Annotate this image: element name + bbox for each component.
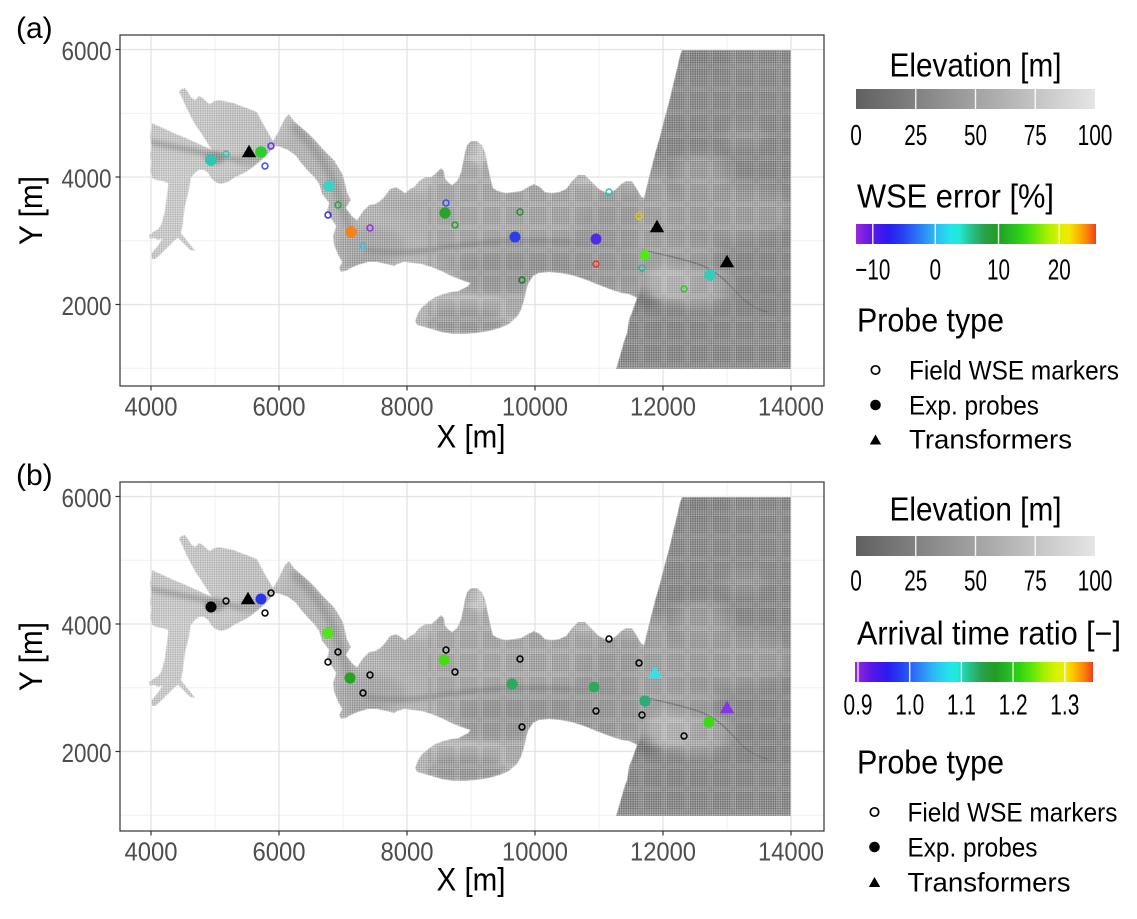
- svg-text:1.3: 1.3: [1050, 690, 1079, 722]
- svg-text:0.9: 0.9: [844, 690, 873, 722]
- svg-text:−10: −10: [855, 255, 890, 287]
- svg-text:Field WSE markers: Field WSE markers: [909, 355, 1119, 385]
- svg-text:(b): (b): [16, 459, 53, 492]
- svg-text:50: 50: [964, 120, 987, 152]
- svg-text:50: 50: [964, 566, 987, 598]
- svg-text:Exp. probes: Exp. probes: [908, 832, 1038, 862]
- svg-text:14000: 14000: [758, 837, 824, 867]
- svg-text:14000: 14000: [758, 392, 824, 422]
- svg-text:0: 0: [930, 255, 942, 287]
- svg-text:Exp. probes: Exp. probes: [909, 390, 1039, 420]
- svg-text:75: 75: [1024, 566, 1047, 598]
- svg-text:25: 25: [904, 120, 927, 152]
- svg-text:4000: 4000: [125, 837, 178, 867]
- svg-text:4000: 4000: [125, 392, 178, 422]
- svg-text:Elevation [m]: Elevation [m]: [890, 491, 1062, 528]
- svg-text:X [m]: X [m]: [437, 862, 506, 898]
- svg-text:10: 10: [987, 255, 1010, 287]
- svg-text:6000: 6000: [62, 36, 112, 66]
- svg-text:0: 0: [850, 120, 862, 152]
- svg-text:Transformers: Transformers: [908, 867, 1071, 897]
- svg-text:1.0: 1.0: [895, 690, 924, 722]
- svg-text:12000: 12000: [630, 837, 696, 867]
- svg-text:100: 100: [1078, 566, 1113, 598]
- svg-text:0: 0: [850, 566, 862, 598]
- svg-text:4000: 4000: [62, 610, 112, 640]
- svg-text:(a): (a): [16, 12, 53, 45]
- svg-text:8000: 8000: [381, 837, 434, 867]
- svg-text:Elevation [m]: Elevation [m]: [890, 47, 1062, 84]
- svg-text:6000: 6000: [62, 483, 112, 513]
- svg-text:Probe type: Probe type: [857, 302, 1004, 339]
- svg-text:WSE error [%]: WSE error [%]: [857, 178, 1054, 215]
- svg-text:8000: 8000: [381, 392, 434, 422]
- svg-text:2000: 2000: [62, 738, 112, 768]
- svg-text:Probe type: Probe type: [857, 744, 1004, 781]
- svg-text:Transformers: Transformers: [909, 424, 1072, 454]
- svg-text:Y [m]: Y [m]: [13, 176, 49, 245]
- svg-text:100: 100: [1078, 120, 1113, 152]
- svg-text:1.1: 1.1: [947, 690, 976, 722]
- svg-text:75: 75: [1024, 120, 1047, 152]
- svg-text:6000: 6000: [253, 837, 306, 867]
- svg-text:10000: 10000: [502, 392, 568, 422]
- svg-text:Field WSE markers: Field WSE markers: [908, 797, 1118, 827]
- svg-text:X [m]: X [m]: [437, 419, 506, 455]
- svg-text:1.2: 1.2: [999, 690, 1028, 722]
- svg-text:25: 25: [904, 566, 927, 598]
- svg-text:Arrival time ratio [−]: Arrival time ratio [−]: [857, 615, 1121, 652]
- svg-text:6000: 6000: [253, 392, 306, 422]
- svg-text:10000: 10000: [502, 837, 568, 867]
- svg-text:Y [m]: Y [m]: [13, 622, 49, 691]
- svg-text:2000: 2000: [62, 291, 112, 321]
- svg-text:12000: 12000: [630, 392, 696, 422]
- svg-text:20: 20: [1048, 255, 1071, 287]
- svg-text:4000: 4000: [62, 163, 112, 193]
